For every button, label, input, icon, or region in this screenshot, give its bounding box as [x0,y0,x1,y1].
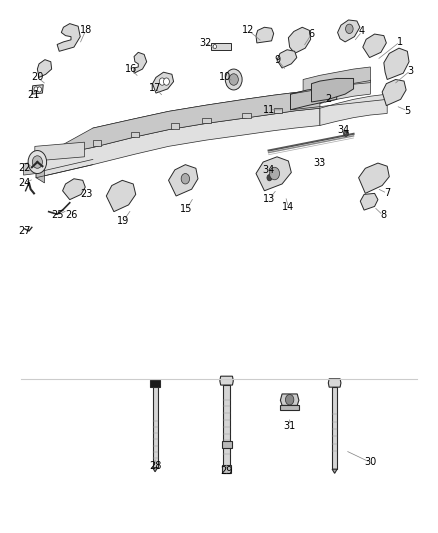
Polygon shape [169,165,198,196]
Polygon shape [106,180,136,212]
Polygon shape [303,67,371,94]
Polygon shape [256,157,291,191]
Text: 17: 17 [149,83,161,93]
Circle shape [213,45,216,49]
Polygon shape [36,90,320,159]
Text: 15: 15 [180,204,193,214]
Text: 13: 13 [263,193,276,204]
Polygon shape [320,94,387,125]
Circle shape [343,130,349,136]
Polygon shape [363,34,386,58]
Circle shape [286,394,294,405]
Text: 34: 34 [262,165,275,175]
Polygon shape [332,469,337,473]
Polygon shape [320,80,371,103]
Polygon shape [93,90,320,141]
Polygon shape [220,376,233,385]
Text: 21: 21 [27,90,39,100]
Polygon shape [338,20,360,42]
Polygon shape [360,193,378,210]
Polygon shape [63,179,85,200]
Polygon shape [57,23,80,51]
Text: 9: 9 [275,55,281,65]
Circle shape [229,74,238,85]
Polygon shape [35,142,85,161]
Polygon shape [274,108,282,114]
Text: 31: 31 [283,421,296,431]
Polygon shape [222,441,232,448]
Text: 26: 26 [65,211,77,220]
Text: 3: 3 [407,66,413,76]
Circle shape [37,87,42,92]
Polygon shape [36,151,45,183]
Polygon shape [280,406,299,410]
Text: 12: 12 [242,26,254,35]
Polygon shape [37,60,52,77]
Polygon shape [150,381,160,386]
Polygon shape [311,78,353,102]
Polygon shape [152,72,173,93]
Text: 2: 2 [325,94,332,104]
Text: 16: 16 [124,64,137,74]
Polygon shape [211,43,231,50]
Circle shape [269,167,279,180]
Text: 11: 11 [263,105,276,115]
Text: 25: 25 [51,211,64,220]
Text: 19: 19 [117,215,130,225]
Text: 20: 20 [31,72,43,83]
Polygon shape [290,88,337,110]
Circle shape [32,156,42,168]
Polygon shape [24,162,36,175]
Text: 34: 34 [337,125,349,135]
Circle shape [28,150,46,174]
Text: 27: 27 [18,226,31,236]
Text: 5: 5 [404,106,410,116]
Polygon shape [32,85,43,94]
Circle shape [267,175,272,181]
Polygon shape [223,385,230,473]
Text: 28: 28 [149,461,161,471]
Circle shape [181,174,190,184]
Polygon shape [152,467,158,472]
Polygon shape [384,48,409,79]
Polygon shape [93,140,101,147]
Text: 24: 24 [18,178,31,188]
Text: 30: 30 [364,457,377,467]
Text: 29: 29 [220,466,233,477]
Polygon shape [277,50,297,68]
Circle shape [34,87,38,92]
Text: 10: 10 [219,72,231,83]
Text: 23: 23 [80,189,93,199]
Text: 4: 4 [359,27,365,36]
Text: 14: 14 [282,203,294,213]
Text: 1: 1 [397,37,403,47]
Text: 18: 18 [80,26,92,35]
Polygon shape [280,394,299,406]
Polygon shape [152,386,158,467]
Polygon shape [131,132,139,137]
Polygon shape [223,465,231,473]
Polygon shape [134,52,147,73]
Polygon shape [288,27,311,53]
Polygon shape [328,379,341,387]
Polygon shape [256,27,274,43]
Polygon shape [359,163,389,193]
Text: 22: 22 [18,163,31,173]
Text: 33: 33 [314,158,326,168]
Text: 7: 7 [384,188,390,198]
Circle shape [346,24,353,34]
Circle shape [159,78,165,85]
Polygon shape [171,123,179,128]
Circle shape [225,69,242,90]
Polygon shape [382,79,406,106]
Polygon shape [332,387,337,469]
Text: 8: 8 [380,211,386,220]
Polygon shape [202,118,211,123]
Text: 6: 6 [308,29,314,39]
Text: 32: 32 [199,38,212,48]
Polygon shape [242,112,251,118]
Circle shape [163,78,170,85]
Polygon shape [36,108,320,177]
